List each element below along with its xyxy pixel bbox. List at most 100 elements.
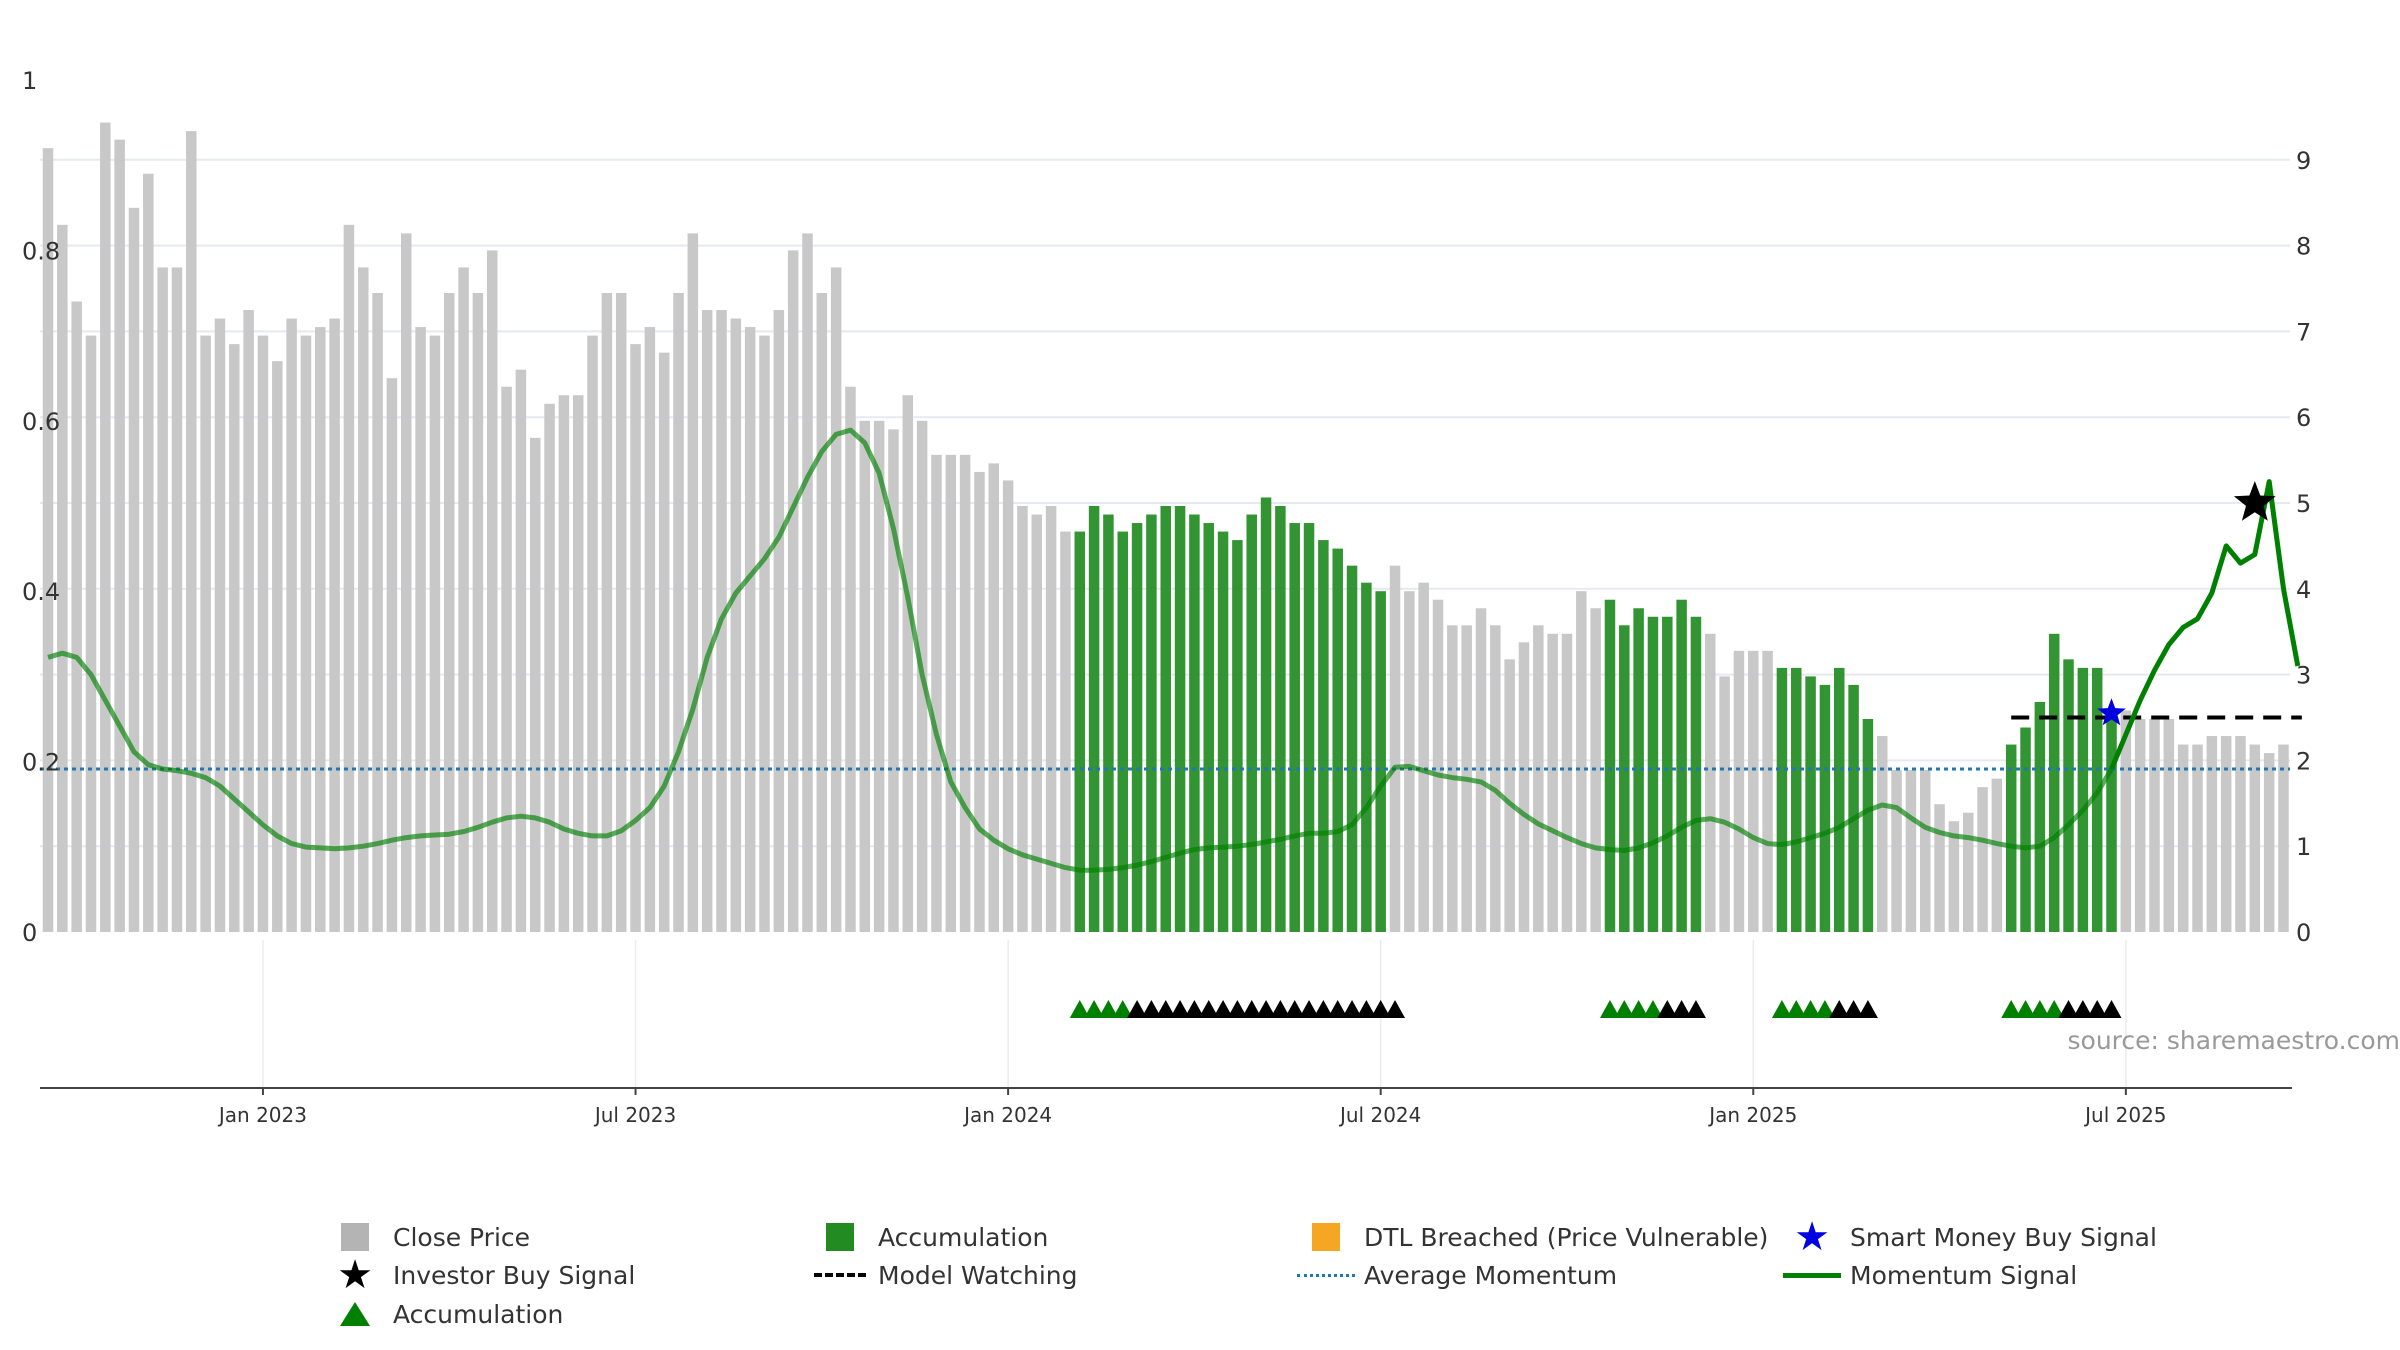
close-price-bar	[286, 318, 297, 932]
right-tick-label: 8	[2296, 233, 2311, 261]
close-price-bar	[558, 395, 570, 932]
close-price-bar	[358, 267, 369, 932]
accumulation-bar	[1633, 608, 1644, 932]
close-price-bar	[1060, 531, 1071, 932]
close-price-bar	[1002, 480, 1014, 932]
close-price-bar	[85, 335, 97, 933]
accumulation-bar	[1174, 506, 1186, 932]
accumulation-bar	[1260, 497, 1272, 932]
close-price-bar	[315, 327, 326, 933]
accumulation-bar	[1303, 523, 1315, 932]
accumulation-bar	[1217, 531, 1229, 932]
close-price-bar	[1418, 582, 1429, 932]
accumulation-triangle	[1800, 1000, 1821, 1018]
close-price-bar	[1733, 650, 1745, 932]
close-price-bar	[931, 454, 942, 932]
close-price-bar	[1031, 514, 1043, 932]
close-price-bar	[1576, 591, 1587, 932]
close-price-bar	[486, 250, 498, 932]
close-price-bar	[100, 122, 111, 933]
accumulation-bar	[1619, 625, 1630, 932]
accumulation-triangle	[1642, 1000, 1663, 1018]
accumulation-triangle	[2072, 1000, 2093, 1018]
accumulation-bar	[1088, 506, 1100, 932]
close-price-bar	[630, 344, 641, 932]
accumulation-bar	[2106, 710, 2117, 932]
accumulation-triangle	[1614, 1000, 1635, 1018]
close-price-bar	[888, 429, 899, 932]
close-price-bar	[1948, 821, 1960, 932]
right-tick-label: 5	[2296, 490, 2311, 518]
accumulation-triangle	[1671, 1000, 1692, 1018]
right-tick-label: 7	[2296, 318, 2311, 346]
accumulation-triangle	[1313, 1000, 1334, 1018]
close-price-bar	[544, 403, 555, 932]
close-price-bar	[773, 310, 785, 932]
close-price-bar	[1705, 633, 1716, 932]
close-price-bar	[2192, 744, 2203, 932]
close-price-bar	[988, 463, 1000, 932]
close-price-bar	[2177, 744, 2189, 932]
close-price-bar	[687, 233, 699, 933]
accumulation-bar	[1074, 531, 1086, 932]
close-price-bar	[644, 327, 656, 933]
close-price-bar	[1748, 650, 1759, 932]
close-price-bar	[1991, 778, 2003, 932]
accumulation-bar	[1117, 531, 1128, 932]
accumulation-bar	[1160, 506, 1171, 932]
accumulation-triangle	[2029, 1000, 2050, 1018]
accumulation-triangle	[1628, 1000, 1649, 1018]
close-price-bar	[186, 131, 197, 932]
close-price-bar	[945, 454, 957, 932]
accumulation-bar	[1819, 684, 1831, 932]
close-price-bar	[1017, 506, 1028, 932]
close-price-bar	[1490, 625, 1501, 932]
accumulation-bar	[1246, 514, 1257, 932]
close-price-bar	[1518, 642, 1530, 932]
close-price-bar	[472, 293, 484, 932]
close-price-bar	[974, 471, 985, 932]
accumulation-triangle	[2087, 1000, 2108, 1018]
close-price-bar	[2263, 753, 2275, 932]
close-price-bar	[816, 293, 828, 932]
accumulation-bar	[1791, 667, 1802, 932]
accumulation-triangle	[1599, 1000, 1620, 1018]
accumulation-bar	[1375, 591, 1386, 932]
x-tick-label: Jul 2025	[2083, 1103, 2166, 1127]
accumulation-triangle	[1814, 1000, 1835, 1018]
accumulation-bar	[1189, 514, 1200, 932]
close-price-bar	[1934, 804, 1945, 932]
right-tick-label: 4	[2296, 576, 2311, 604]
accumulation-bar	[1676, 599, 1687, 932]
close-price-bar	[501, 386, 512, 933]
accumulation-triangle	[1084, 1000, 1105, 1018]
accumulation-triangle	[2044, 1000, 2065, 1018]
x-tick-label: Jan 2024	[962, 1103, 1052, 1127]
close-price-bar	[2134, 719, 2146, 932]
close-price-bar	[2249, 744, 2261, 932]
accumulation-bar	[2034, 701, 2046, 932]
close-price-bar	[2163, 719, 2175, 932]
close-price-bar	[587, 335, 598, 933]
close-price-bar	[1876, 736, 1888, 932]
accumulation-triangle	[1127, 1000, 1148, 1018]
accumulation-triangle	[1270, 1000, 1291, 1018]
close-price-bar	[443, 293, 455, 932]
accumulation-bar	[1862, 719, 1874, 932]
accumulation-triangle	[1786, 1000, 1807, 1018]
close-price-bar	[243, 310, 254, 932]
right-tick-label: 6	[2296, 404, 2311, 432]
left-tick-label: 1	[22, 67, 37, 95]
close-price-bar	[372, 293, 383, 932]
close-price-bar	[1533, 625, 1544, 932]
accumulation-bar	[1361, 582, 1372, 932]
x-tick-label: Jul 2024	[1338, 1103, 1421, 1127]
accumulation-triangle	[1771, 1000, 1792, 1018]
close-price-bar	[1432, 599, 1444, 932]
close-price-bar	[229, 344, 240, 932]
accumulation-triangle	[1184, 1000, 1205, 1018]
close-price-bar	[128, 207, 140, 933]
accumulation-bar	[1275, 506, 1286, 932]
accumulation-bar	[1805, 676, 1816, 932]
close-price-bar	[1389, 565, 1401, 932]
